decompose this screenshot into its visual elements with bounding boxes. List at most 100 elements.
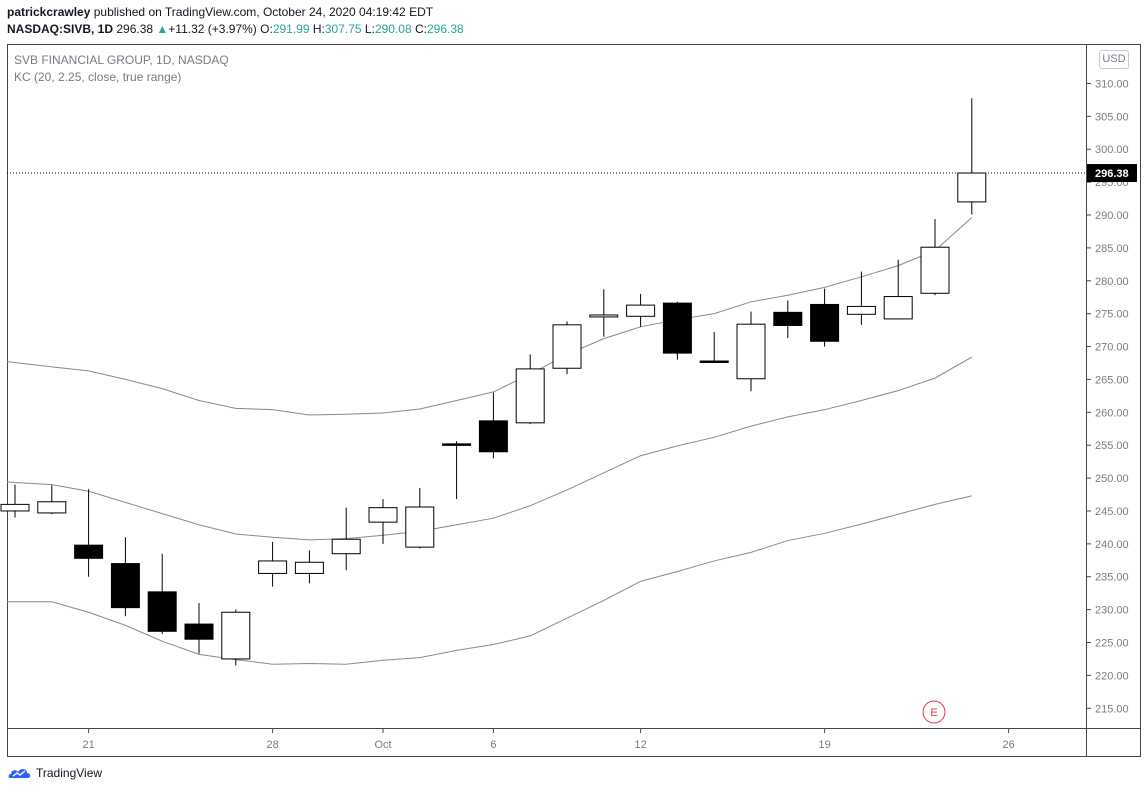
time-tick-label: 12 <box>634 739 646 751</box>
candle <box>589 289 619 337</box>
last-price-label-bg <box>1087 164 1137 183</box>
earnings-marker[interactable]: E <box>922 700 946 724</box>
time-tick-label: 19 <box>818 739 830 751</box>
open-value: 291.99 <box>272 22 310 36</box>
close-value: 296.38 <box>426 22 464 36</box>
candle-body <box>110 563 140 609</box>
price-tick-label: 270.00 <box>1095 342 1129 354</box>
candle <box>37 485 67 515</box>
candle <box>74 489 104 577</box>
candle-body <box>699 360 729 364</box>
candle-body <box>442 443 472 446</box>
keltner-channel <box>6 217 973 665</box>
time-tick-label: 21 <box>82 739 94 751</box>
candle-body <box>147 591 177 632</box>
candle-body <box>736 323 766 380</box>
published-text: published on TradingView.com, October 24… <box>93 5 434 19</box>
time-tick-label: 6 <box>490 739 496 751</box>
candle-body <box>920 246 950 294</box>
candle-body <box>331 538 361 555</box>
candle-body <box>957 172 987 203</box>
open-label: O: <box>260 22 273 36</box>
currency-button[interactable]: USD <box>1099 50 1129 69</box>
candle <box>920 218 950 296</box>
price-tick-label: 215.00 <box>1095 703 1129 715</box>
candle-body <box>258 560 288 574</box>
price-tick-label: 300.00 <box>1095 144 1129 156</box>
candle <box>552 321 582 375</box>
publish-info: patrickcrawley published on TradingView.… <box>7 5 433 19</box>
price-tick-label: 265.00 <box>1095 374 1129 386</box>
candle <box>0 484 30 518</box>
candle-body <box>0 503 30 512</box>
candle-body <box>589 314 619 318</box>
last-price-line: 296.38 <box>7 164 1137 183</box>
brand-name: TradingView <box>36 766 103 780</box>
candle <box>294 550 324 584</box>
low-label: L: <box>364 22 375 36</box>
candle-body <box>405 506 435 548</box>
price-tick-label: 245.00 <box>1095 506 1129 518</box>
candle-body <box>221 611 251 660</box>
candle-body <box>37 501 67 514</box>
candle-body <box>846 305 876 315</box>
change-value: +11.32 (+3.97%) <box>168 22 257 36</box>
candle <box>699 332 729 364</box>
ohlc-line: NASDAQ:SIVB, 1D 296.38 ▲+11.32 (+3.97%) … <box>7 22 464 36</box>
candle <box>221 609 251 666</box>
candle-body <box>662 302 692 354</box>
price-tick-label: 250.00 <box>1095 473 1129 485</box>
candle-body <box>883 296 913 320</box>
candle <box>331 507 361 571</box>
change-arrow-icon: ▲ <box>156 22 169 36</box>
candle-body <box>773 311 803 326</box>
kc-middle-line <box>6 356 973 541</box>
candle-body <box>368 507 398 523</box>
candle <box>846 271 876 325</box>
symbol-label: NASDAQ:SIVB, 1D <box>7 22 114 36</box>
price-tick-label: 285.00 <box>1095 243 1129 255</box>
price-tick-label: 305.00 <box>1095 111 1129 123</box>
candle-body <box>626 304 656 317</box>
candle <box>110 537 140 617</box>
last-price: 296.38 <box>116 22 154 36</box>
price-tick-label: 290.00 <box>1095 210 1129 222</box>
high-value: 307.75 <box>324 22 362 36</box>
candle-body <box>552 324 582 369</box>
candle-body <box>74 544 104 559</box>
candle <box>773 300 803 338</box>
candle <box>368 499 398 544</box>
author-name[interactable]: patrickcrawley <box>7 5 91 19</box>
price-tick-label: 240.00 <box>1095 539 1129 551</box>
chart-frame <box>7 44 1141 757</box>
candle <box>478 392 508 459</box>
price-tick-label: 235.00 <box>1095 572 1129 584</box>
price-tick-label: 220.00 <box>1095 670 1129 682</box>
price-tick-label: 310.00 <box>1095 78 1129 90</box>
close-label: C: <box>414 22 427 36</box>
candle <box>883 259 913 320</box>
candle-body <box>810 303 840 342</box>
candle <box>405 487 435 549</box>
candle <box>957 98 987 215</box>
tradingview-logo[interactable]: TradingView <box>8 766 102 780</box>
earnings-circle <box>922 700 946 724</box>
candle <box>736 311 766 392</box>
candle <box>662 301 692 360</box>
price-tick-label: 255.00 <box>1095 440 1129 452</box>
price-tick-label: 280.00 <box>1095 276 1129 288</box>
kc-lower-line <box>7 495 972 665</box>
chart-title[interactable]: SVB FINANCIAL GROUP, 1D, NASDAQ <box>14 53 229 67</box>
price-tick-label: 275.00 <box>1095 309 1129 321</box>
candle <box>184 603 214 654</box>
time-tick-label: Oct <box>374 739 391 751</box>
tradingview-cloud-icon <box>8 769 31 778</box>
candle-body <box>294 561 324 574</box>
price-tick-label: 225.00 <box>1095 638 1129 650</box>
indicator-label[interactable]: KC (20, 2.25, close, true range) <box>14 70 182 84</box>
time-axis: 21 28 Oct 6 12 19 26 <box>82 728 1015 751</box>
candle <box>258 541 288 587</box>
last-price-label: 296.38 <box>1095 168 1129 180</box>
price-tick-label: 260.00 <box>1095 407 1129 419</box>
